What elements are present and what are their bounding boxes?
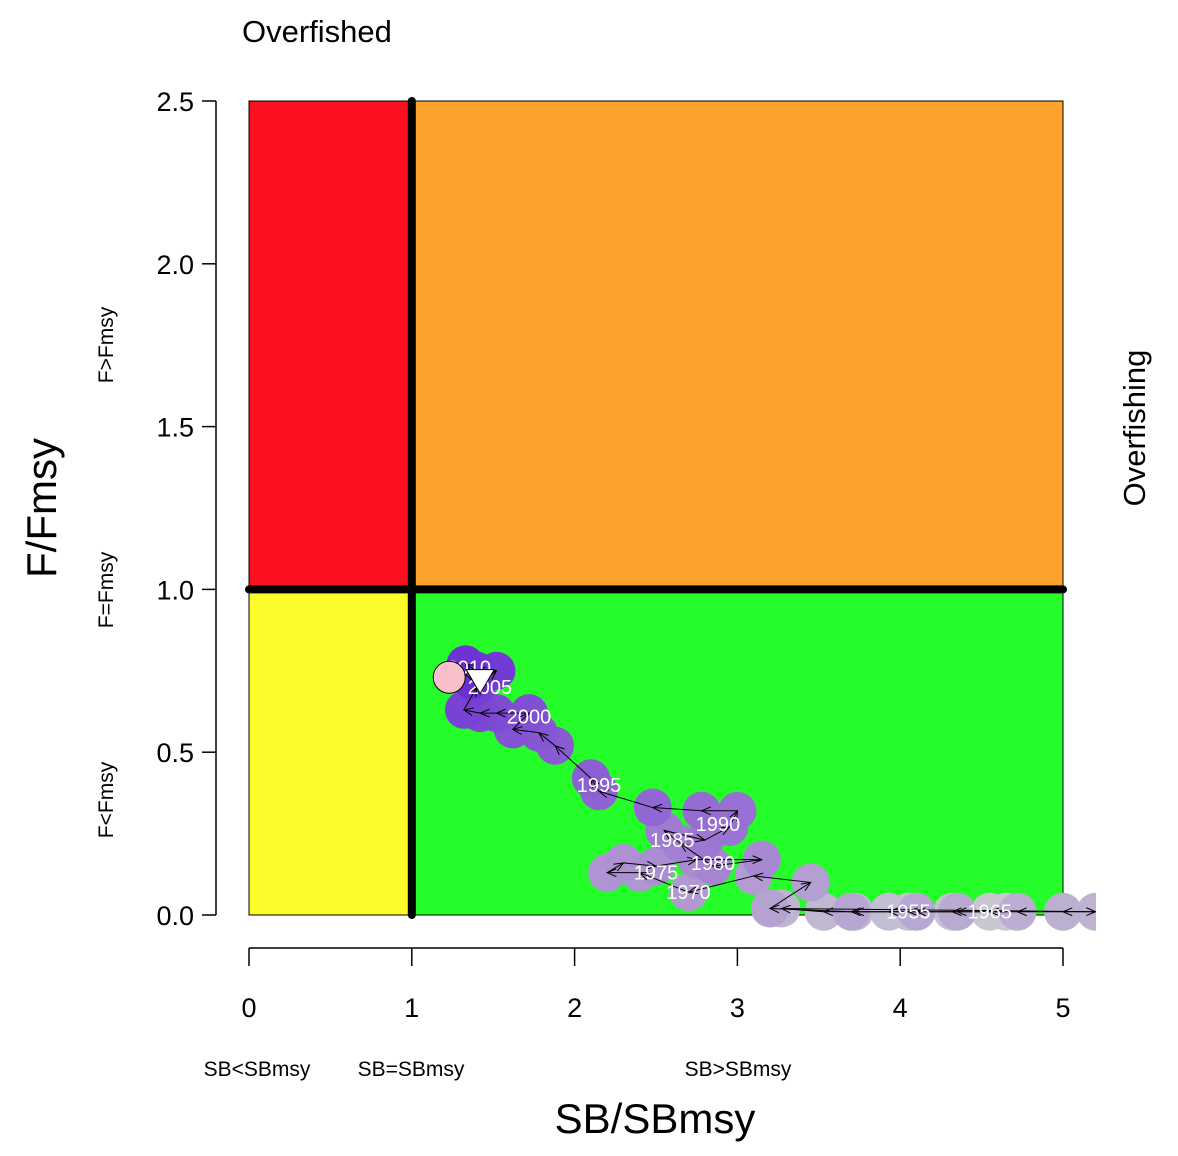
x-tick-label: 3	[730, 993, 745, 1023]
current-year-marker	[432, 660, 466, 694]
trajectory-segment	[680, 842, 714, 867]
zone-healthy	[411, 588, 1064, 916]
trajectory-segment	[652, 807, 702, 812]
x-tick-label: 4	[893, 993, 908, 1023]
trajectory-segment	[590, 777, 600, 792]
trajectory-segment	[781, 907, 1096, 913]
zones-layer	[248, 100, 1064, 916]
right-label: Overfishing	[1117, 350, 1152, 507]
y-category-equal: F=Fmsy	[95, 551, 118, 628]
year-label-1955: 1955	[886, 902, 931, 924]
y-tick-label: 2.0	[156, 250, 194, 280]
trajectory-segment	[606, 862, 624, 874]
year-label-1965: 1965	[967, 902, 1012, 924]
trajectory-segment	[769, 882, 811, 909]
trajectory-segment	[639, 872, 689, 893]
trajectory-segment	[688, 875, 754, 893]
x-category-above: SB>SBmsy	[685, 1058, 792, 1081]
year-label-1970: 1970	[666, 882, 711, 904]
x-category-below: SB<SBmsy	[204, 1058, 311, 1081]
trajectory-segment	[512, 728, 539, 734]
trajectory-segment	[554, 745, 592, 779]
y-tick-label: 0.5	[156, 738, 194, 768]
previous-year-marker	[465, 669, 496, 695]
x-tick-label: 0	[241, 993, 256, 1023]
y-axis-title: F/Fmsy	[18, 438, 65, 578]
trajectory-segment	[538, 732, 556, 747]
trajectory-segment	[753, 875, 811, 883]
trajectory-segment	[704, 826, 730, 841]
trajectory-segment	[512, 712, 530, 730]
trajectory-segment	[664, 829, 705, 841]
trajectory-segment	[463, 686, 478, 711]
trajectory-segment	[663, 829, 681, 844]
trajectory-segment	[769, 907, 852, 913]
trajectory-segment	[655, 859, 697, 867]
x-tick-label: 5	[1055, 993, 1070, 1023]
y-tick-label: 1.0	[156, 575, 194, 605]
y-tick-label: 1.5	[156, 413, 194, 443]
reference-lines	[245, 97, 1067, 919]
axes-layer: 0.0 0.5 1.0 1.5 2.0 2.5 0 1 2 3 4 5	[156, 87, 1070, 1023]
trajectory-segment	[623, 862, 657, 867]
trajectory-segment	[728, 810, 738, 828]
trajectory-segment	[712, 859, 762, 867]
year-label-2000: 2000	[507, 706, 552, 728]
zone-overfished-only	[248, 588, 413, 916]
top-label: Overfished	[242, 14, 392, 49]
y-category-below: F<Fmsy	[95, 761, 118, 838]
x-tick-label: 2	[567, 993, 582, 1023]
trajectory-segment	[598, 790, 653, 809]
y-category-above: F>Fmsy	[95, 306, 118, 383]
x-tick-label: 1	[404, 993, 419, 1023]
trajectory-segment	[463, 709, 481, 714]
y-tick-label: 0.0	[156, 901, 194, 931]
x-axis-title: SB/SBmsy	[555, 1095, 756, 1142]
y-tick-label: 2.5	[156, 87, 194, 117]
zone-overfishing-only	[411, 100, 1064, 590]
year-label-1985: 1985	[650, 830, 695, 852]
year-label-1975: 1975	[634, 863, 679, 885]
year-label-1995: 1995	[577, 775, 622, 797]
year-label-1990: 1990	[696, 814, 741, 836]
year-label-1980: 1980	[691, 853, 736, 875]
x-category-equal: SB=SBmsy	[358, 1058, 465, 1081]
zone-overfished-overfishing	[248, 100, 413, 590]
